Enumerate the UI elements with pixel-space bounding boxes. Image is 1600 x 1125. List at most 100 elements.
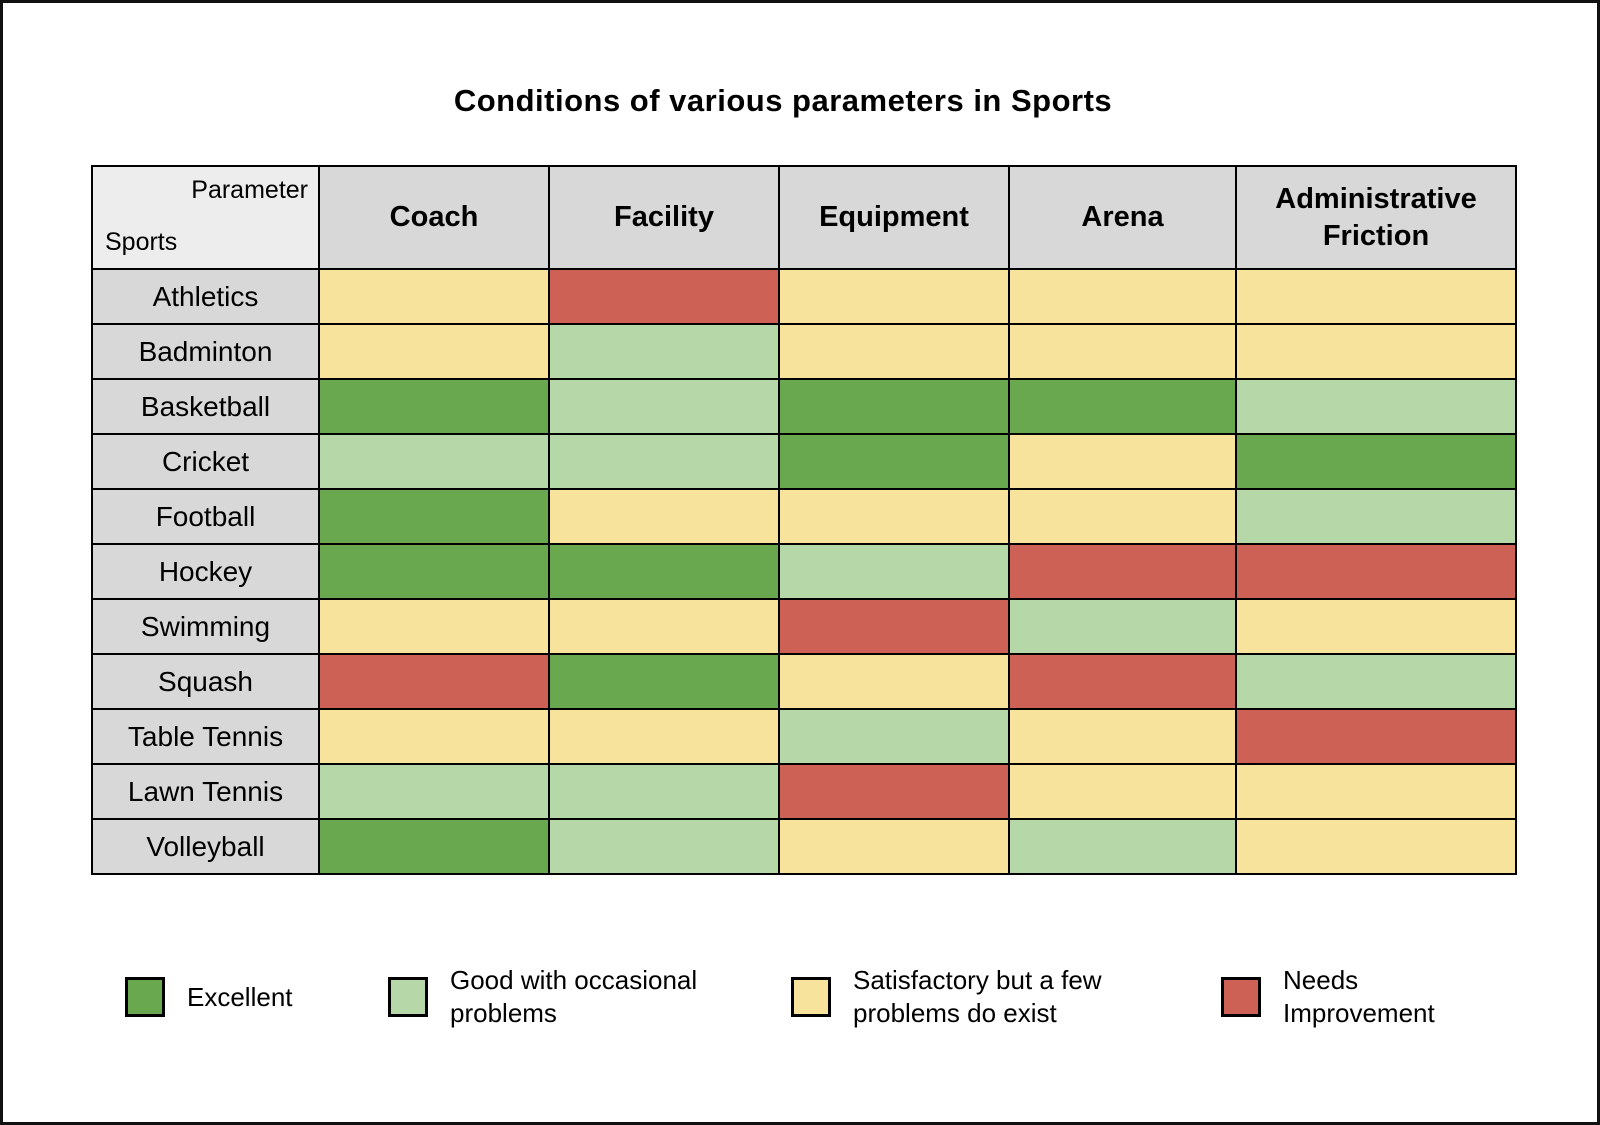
table-row: Volleyball	[91, 818, 1517, 875]
heatmap-cell	[1235, 708, 1517, 765]
heatmap-cell	[778, 543, 1010, 600]
column-header: Facility	[548, 165, 780, 270]
heatmap-cell	[1235, 763, 1517, 820]
heatmap-cell	[548, 433, 780, 490]
heatmap-cell	[548, 543, 780, 600]
legend: Excellent Good with occasional problems Sa…	[3, 955, 1597, 1055]
table-row: Squash	[91, 653, 1517, 710]
table-body: Athletics Badminton Basketball Cricket Footb…	[91, 268, 1517, 875]
column-header: Coach	[318, 165, 550, 270]
table-row: Cricket	[91, 433, 1517, 490]
heatmap-cell	[1008, 433, 1237, 490]
heatmap-cell	[1008, 763, 1237, 820]
legend-item: Needs Improvement	[1221, 955, 1473, 1039]
corner-parameter-label: Parameter	[191, 176, 308, 204]
column-header: Equipment	[778, 165, 1010, 270]
heatmap-cell	[1235, 598, 1517, 655]
conditions-table: Parameter Sports Coach Facility Equipment A…	[91, 165, 1517, 875]
legend-swatch	[1221, 977, 1261, 1017]
legend-label: Excellent	[187, 981, 293, 1012]
heatmap-cell	[318, 488, 550, 545]
corner-cell: Parameter Sports	[91, 165, 320, 270]
heatmap-cell	[548, 763, 780, 820]
heatmap-cell	[548, 818, 780, 875]
heatmap-cell	[778, 598, 1010, 655]
row-header: Basketball	[91, 378, 320, 435]
row-header: Cricket	[91, 433, 320, 490]
row-header: Hockey	[91, 543, 320, 600]
heatmap-cell	[1008, 323, 1237, 380]
heatmap-cell	[1235, 653, 1517, 710]
table-row: Table Tennis	[91, 708, 1517, 765]
heatmap-cell	[1235, 433, 1517, 490]
row-header: Table Tennis	[91, 708, 320, 765]
heatmap-cell	[1008, 653, 1237, 710]
heatmap-cell	[318, 323, 550, 380]
table-row: Athletics	[91, 268, 1517, 325]
heatmap-cell	[318, 378, 550, 435]
heatmap-cell	[548, 323, 780, 380]
legend-swatch	[388, 977, 428, 1017]
column-header: Arena	[1008, 165, 1237, 270]
row-header: Badminton	[91, 323, 320, 380]
heatmap-cell	[318, 543, 550, 600]
heatmap-cell	[318, 818, 550, 875]
legend-swatch	[125, 977, 165, 1017]
table-row: Football	[91, 488, 1517, 545]
header-row: Parameter Sports Coach Facility Equipment A…	[91, 165, 1517, 270]
heatmap-cell	[1235, 543, 1517, 600]
heatmap-cell	[1008, 488, 1237, 545]
corner-sports-label: Sports	[105, 227, 178, 256]
page-title: Conditions of various parameters in Spor…	[453, 83, 1113, 118]
column-header: Administrative Friction	[1235, 165, 1517, 270]
heatmap-cell	[1008, 543, 1237, 600]
heatmap-cell	[778, 763, 1010, 820]
table-row: Swimming	[91, 598, 1517, 655]
heatmap-cell	[778, 378, 1010, 435]
heatmap-cell	[778, 488, 1010, 545]
heatmap-cell	[1235, 268, 1517, 325]
legend-item: Excellent	[125, 955, 293, 1039]
heatmap-cell	[778, 433, 1010, 490]
heatmap-cell	[778, 323, 1010, 380]
legend-item: Good with occasional problems	[388, 955, 740, 1039]
row-header: Athletics	[91, 268, 320, 325]
legend-label: Good with occasional problems	[450, 965, 698, 1028]
row-header: Swimming	[91, 598, 320, 655]
heatmap-cell	[318, 598, 550, 655]
row-header: Football	[91, 488, 320, 545]
row-header: Volleyball	[91, 818, 320, 875]
heatmap-cell	[318, 433, 550, 490]
row-header: Squash	[91, 653, 320, 710]
heatmap-cell	[1008, 268, 1237, 325]
heatmap-cell	[1008, 378, 1237, 435]
heatmap-cell	[1235, 488, 1517, 545]
legend-label: Satisfactory but a few problems do exist	[853, 965, 1102, 1028]
heatmap-cell	[1008, 818, 1237, 875]
heatmap-cell	[548, 378, 780, 435]
heatmap-cell	[548, 488, 780, 545]
heatmap-cell	[548, 653, 780, 710]
heatmap-cell	[1235, 378, 1517, 435]
heatmap-cell	[318, 268, 550, 325]
heatmap-cell	[778, 818, 1010, 875]
heatmap-cell	[548, 598, 780, 655]
legend-item: Satisfactory but a few problems do exist	[791, 955, 1158, 1039]
heatmap-cell	[318, 763, 550, 820]
heatmap-cell	[778, 708, 1010, 765]
heatmap-cell	[1008, 708, 1237, 765]
heatmap-cell	[1235, 323, 1517, 380]
row-header: Lawn Tennis	[91, 763, 320, 820]
table-row: Basketball	[91, 378, 1517, 435]
heatmap-cell	[778, 653, 1010, 710]
legend-swatch	[791, 977, 831, 1017]
heatmap-cell	[548, 708, 780, 765]
legend-label: Needs Improvement	[1283, 965, 1435, 1028]
heatmap-cell	[318, 708, 550, 765]
heatmap-cell	[778, 268, 1010, 325]
table-row: Badminton	[91, 323, 1517, 380]
heatmap-cell	[1235, 818, 1517, 875]
table-row: Lawn Tennis	[91, 763, 1517, 820]
heatmap-cell	[1008, 598, 1237, 655]
